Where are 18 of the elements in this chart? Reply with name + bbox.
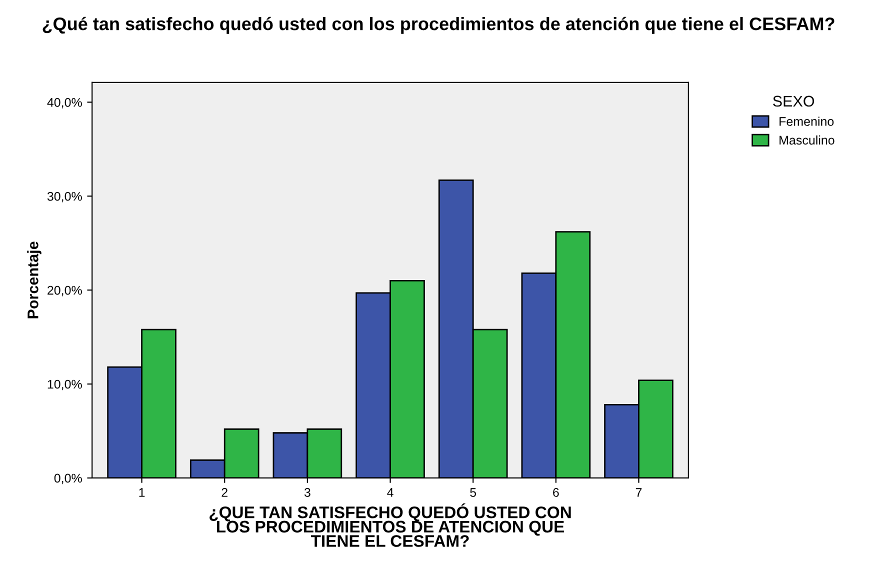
x-tick-label: 1 <box>139 488 145 497</box>
y-tick-label: 10,0% <box>48 380 82 390</box>
x-tick-label: 3 <box>304 488 310 497</box>
y-tick-label: 30,0% <box>47 192 82 202</box>
y-tick-label: 0,0% <box>54 474 82 484</box>
y-axis-title: Porcentaje <box>27 242 42 318</box>
x-tick-label: 2 <box>222 488 228 497</box>
x-axis-title: ¿QUE TAN SATISFECHO QUEDÓ USTED CON LOS PROCEDIMIENTOS DE ATENCION QUE TIENE EL CESFAM? <box>210 503 571 547</box>
y-tick-label: 20,0% <box>48 286 82 296</box>
x-tick-label: 7 <box>636 488 642 497</box>
chart-title: ¿Qué tan satisfecho quedó usted con los procedimientos de atención que tiene el CESFAM? <box>42 16 834 34</box>
x-tick-label: 4 <box>387 488 394 497</box>
legend-title: SEXO <box>773 96 814 107</box>
legend-label: Masculino <box>780 135 834 145</box>
y-tick-label: 40,0% <box>47 98 82 108</box>
x-tick-label: 6 <box>553 488 559 497</box>
x-tick-label: 5 <box>470 488 476 497</box>
legend-label: Femenino <box>780 116 834 126</box>
